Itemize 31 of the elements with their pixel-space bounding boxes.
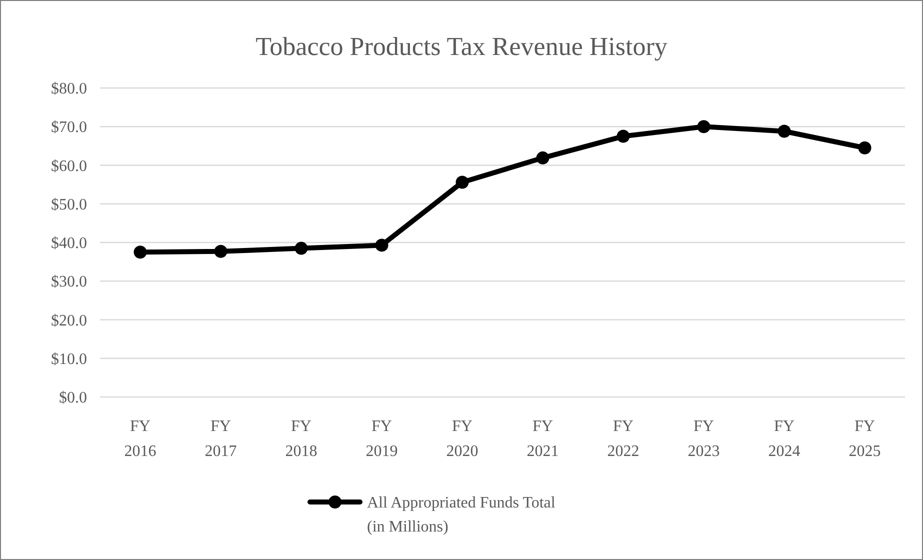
x-tick-label: FY 2023 bbox=[688, 418, 720, 460]
chart-title: Tobacco Products Tax Revenue History bbox=[256, 32, 668, 61]
point bbox=[616, 130, 630, 143]
point bbox=[697, 120, 710, 134]
y-tick-label: $60.0 bbox=[51, 158, 87, 175]
y-tick-label: $80.0 bbox=[51, 80, 87, 98]
x-tick-label: FY 2018 bbox=[285, 418, 318, 460]
x-tick-label: FY 2025 bbox=[848, 418, 881, 460]
x-tick-label: FY 2020 bbox=[446, 418, 478, 460]
point bbox=[456, 176, 469, 189]
y-tick-label: $40.0 bbox=[51, 235, 87, 252]
point bbox=[375, 238, 388, 252]
x-tick-label: FY 2019 bbox=[366, 418, 398, 460]
point bbox=[858, 141, 872, 154]
x-tick-label: FY 2017 bbox=[204, 418, 237, 460]
y-tick-label: $30.0 bbox=[51, 274, 87, 291]
y-tick-label: $20.0 bbox=[51, 312, 87, 330]
point bbox=[294, 242, 308, 255]
x-tick-label: FY 2022 bbox=[607, 418, 640, 460]
x-tick-label: FY 2016 bbox=[124, 418, 156, 460]
y-tick-label: $50.0 bbox=[51, 196, 87, 214]
point bbox=[778, 124, 791, 138]
x-tick-label: FY 2021 bbox=[526, 418, 559, 460]
point bbox=[214, 244, 228, 258]
legend-label: All Appropriated Funds Total (in Millions) bbox=[367, 494, 556, 536]
y-tick-label: $10.0 bbox=[51, 350, 87, 368]
y-tick-label: $70.0 bbox=[51, 119, 87, 136]
x-tick-label: FY 2024 bbox=[768, 418, 800, 460]
point bbox=[134, 246, 147, 259]
y-tick-label: $0.0 bbox=[59, 390, 87, 407]
point bbox=[536, 151, 550, 164]
